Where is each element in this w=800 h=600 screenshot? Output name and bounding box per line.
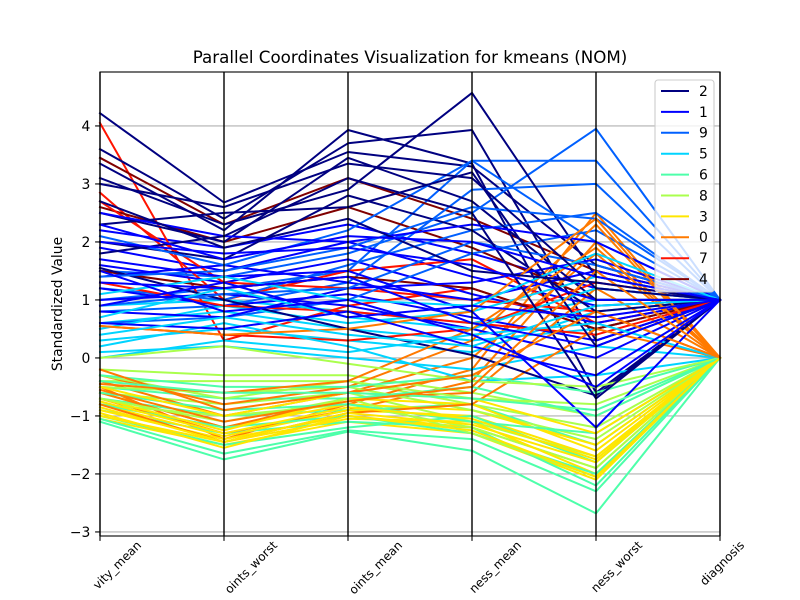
legend-label: 2	[699, 84, 708, 100]
y-tick-label: 0	[81, 351, 90, 367]
legend-item-6: 6	[661, 167, 708, 183]
data-line-cluster-1	[98, 258, 722, 429]
data-line-cluster-0	[98, 217, 722, 360]
legend-item-4: 4	[661, 272, 708, 288]
data-line-cluster-3	[98, 356, 722, 464]
data-line-cluster-6	[98, 356, 722, 412]
y-tick-label: 1	[81, 293, 90, 309]
legend-label: 1	[699, 105, 708, 121]
data-line-cluster-1	[98, 269, 722, 388]
data-line-cluster-1	[98, 223, 722, 302]
legend-label: 7	[699, 251, 708, 267]
data-line-cluster-6	[98, 356, 722, 493]
legend-label: 8	[699, 188, 708, 204]
legend-item-9: 9	[661, 126, 708, 142]
legend-item-5: 5	[661, 147, 708, 163]
chart-title: Parallel Coordinates Visualization for k…	[193, 47, 628, 67]
legend-item-7: 7	[661, 251, 708, 267]
data-line-cluster-2	[98, 194, 722, 313]
legend-label: 5	[699, 147, 708, 163]
y-tick-label: 3	[81, 177, 90, 193]
legend: 2 1 9 5 6 8 3 0 7 4	[654, 79, 715, 293]
legend-item-1: 1	[661, 105, 708, 121]
data-line-cluster-6	[98, 356, 722, 475]
data-line-cluster-5	[98, 322, 722, 360]
data-line-cluster-2	[98, 266, 722, 397]
data-line-cluster-3	[98, 356, 722, 461]
y-tick-label: 4	[81, 119, 90, 135]
data-line-cluster-1	[98, 240, 721, 301]
plot-lines	[98, 91, 722, 515]
legend-label: 9	[699, 126, 708, 142]
plot-frame	[99, 71, 721, 537]
legend-label: 0	[699, 230, 708, 246]
data-line-cluster-2	[98, 162, 722, 301]
y-tick-label: −3	[70, 525, 90, 541]
legend-item-8: 8	[661, 188, 708, 204]
data-line-cluster-5	[98, 252, 722, 307]
data-line-cluster-1	[98, 211, 722, 302]
legend-item-2: 2	[661, 84, 708, 100]
data-line-cluster-6	[98, 356, 722, 515]
data-line-cluster-2	[98, 200, 722, 302]
data-line-cluster-9	[98, 159, 722, 302]
data-line-cluster-1	[98, 298, 722, 377]
parallel-axes	[99, 71, 721, 537]
data-line-cluster-6	[98, 356, 722, 394]
data-line-cluster-2	[98, 129, 722, 394]
data-line-cluster-3	[98, 356, 722, 478]
data-line-cluster-1	[98, 281, 722, 319]
y-tick-label: −2	[70, 467, 90, 483]
data-line-cluster-9	[98, 211, 722, 302]
y-axis-label: Standardized Value	[50, 237, 66, 371]
legend-label: 6	[699, 167, 708, 183]
data-line-cluster-9	[98, 206, 722, 302]
y-axis-ticks: −3 −2 −1 0 1 2 3 4	[70, 119, 100, 541]
data-line-cluster-9	[98, 182, 722, 313]
y-tick-label: −1	[70, 409, 90, 425]
data-line-cluster-5	[98, 298, 722, 348]
y-tick-label: 2	[81, 235, 90, 251]
data-line-cluster-9	[98, 240, 722, 307]
legend-item-0: 0	[661, 230, 708, 246]
data-line-cluster-3	[98, 356, 722, 452]
data-line-cluster-8	[98, 356, 722, 406]
legend-label: 4	[699, 272, 708, 288]
legend-item-3: 3	[661, 209, 708, 225]
legend-label: 3	[699, 209, 708, 225]
data-line-cluster-0	[98, 310, 722, 412]
